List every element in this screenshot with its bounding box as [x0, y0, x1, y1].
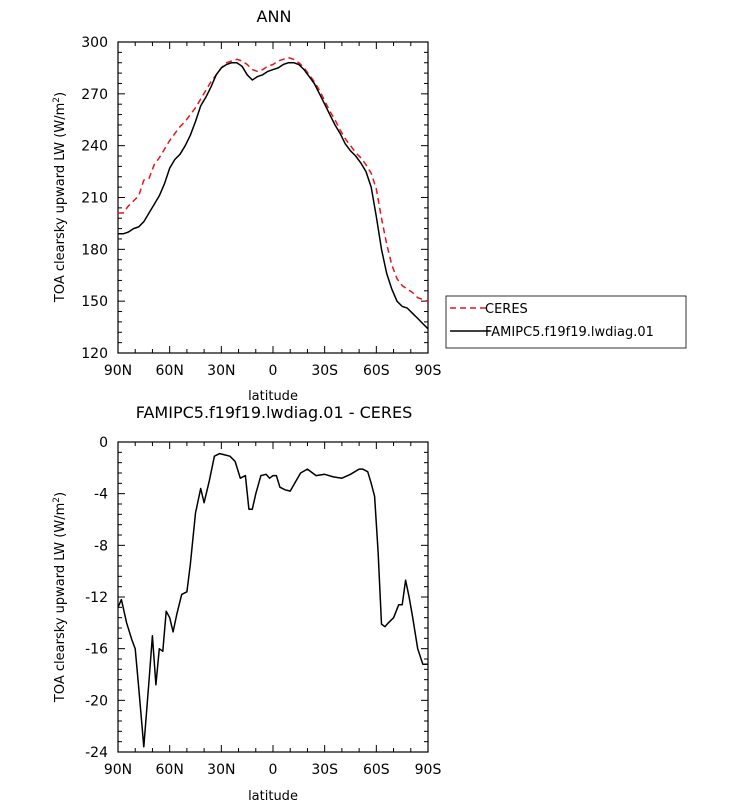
top-x-tick-label: 90S	[415, 363, 442, 379]
top-y-tick-label: 240	[81, 139, 108, 155]
top-y-tick-label: 180	[81, 242, 108, 258]
top-x-tick-label: 0	[269, 363, 278, 379]
top-x-tick-label: 90N	[104, 363, 132, 379]
bottom-x-tick-label: 60N	[156, 762, 184, 778]
top-axis-ticks: 90N 60N 30N 0 30S 60S 90S 120 150 180 210 240 270 300	[81, 35, 441, 379]
bottom-panel: FAMIPC5.f19f19.lwdiag.01 - CERES 90N 60N 3…	[52, 403, 441, 804]
bottom-series-lines	[117, 452, 428, 748]
bottom-y-tick-label: -24	[85, 745, 108, 761]
bottom-y-axis-label: TOA clearsky upward LW (W/m2)	[52, 492, 68, 703]
top-x-tick-label: 60S	[363, 363, 390, 379]
bottom-x-tick-label: 90N	[104, 762, 132, 778]
bottom-x-tick-label: 30N	[207, 762, 235, 778]
top-x-axis-label: latitude	[248, 389, 298, 404]
top-y-tick-label: 270	[81, 87, 108, 103]
bottom-axis-ticks: 90N 60N 30N 0 30S 60S 90S -24 -20 -16 -12 -8 -4 0	[85, 435, 441, 778]
bottom-y-tick-label: -8	[94, 538, 108, 554]
top-y-tick-label: 210	[81, 191, 108, 207]
bottom-plot-frame	[117, 441, 429, 753]
top-y-tick-label: 120	[81, 346, 108, 362]
top-y-tick-label: 150	[81, 294, 108, 310]
top-chart-title: ANN	[257, 7, 292, 26]
bottom-y-tick-label: -12	[85, 590, 108, 606]
legend-box	[445, 295, 687, 349]
top-series-line-0	[118, 56, 429, 302]
top-x-tick-label: 30S	[311, 363, 338, 379]
bottom-y-tick-label: -4	[94, 487, 108, 503]
bottom-x-tick-label: 0	[269, 762, 278, 778]
top-series-line-1	[118, 61, 429, 330]
top-y-tick-label: 300	[81, 35, 108, 51]
top-series-lines	[118, 56, 429, 330]
top-x-tick-label: 30N	[207, 363, 235, 379]
bottom-y-tick-label: 0	[99, 435, 108, 451]
legend: CERES FAMIPC5.f19f19.lwdiag.01	[445, 295, 687, 349]
bottom-y-tick-label: -20	[85, 693, 108, 709]
top-panel: ANN 90N 60N 30N 0 30S 60S 90S 120 150 180 210 240 27…	[52, 7, 441, 404]
bottom-x-axis-label: latitude	[248, 789, 298, 804]
bottom-x-tick-label: 90S	[415, 762, 442, 778]
legend-label-ceres: CERES	[485, 302, 528, 317]
top-plot-frame	[117, 41, 429, 354]
bottom-y-tick-label: -16	[85, 642, 108, 658]
bottom-x-tick-label: 60S	[363, 762, 390, 778]
top-x-tick-label: 60N	[156, 363, 184, 379]
bottom-series-line-0	[117, 452, 428, 748]
bottom-x-tick-label: 30S	[311, 762, 338, 778]
bottom-chart-title: FAMIPC5.f19f19.lwdiag.01 - CERES	[136, 403, 413, 422]
top-y-axis-label: TOA clearsky upward LW (W/m2)	[52, 92, 68, 303]
legend-label-model: FAMIPC5.f19f19.lwdiag.01	[485, 325, 654, 340]
